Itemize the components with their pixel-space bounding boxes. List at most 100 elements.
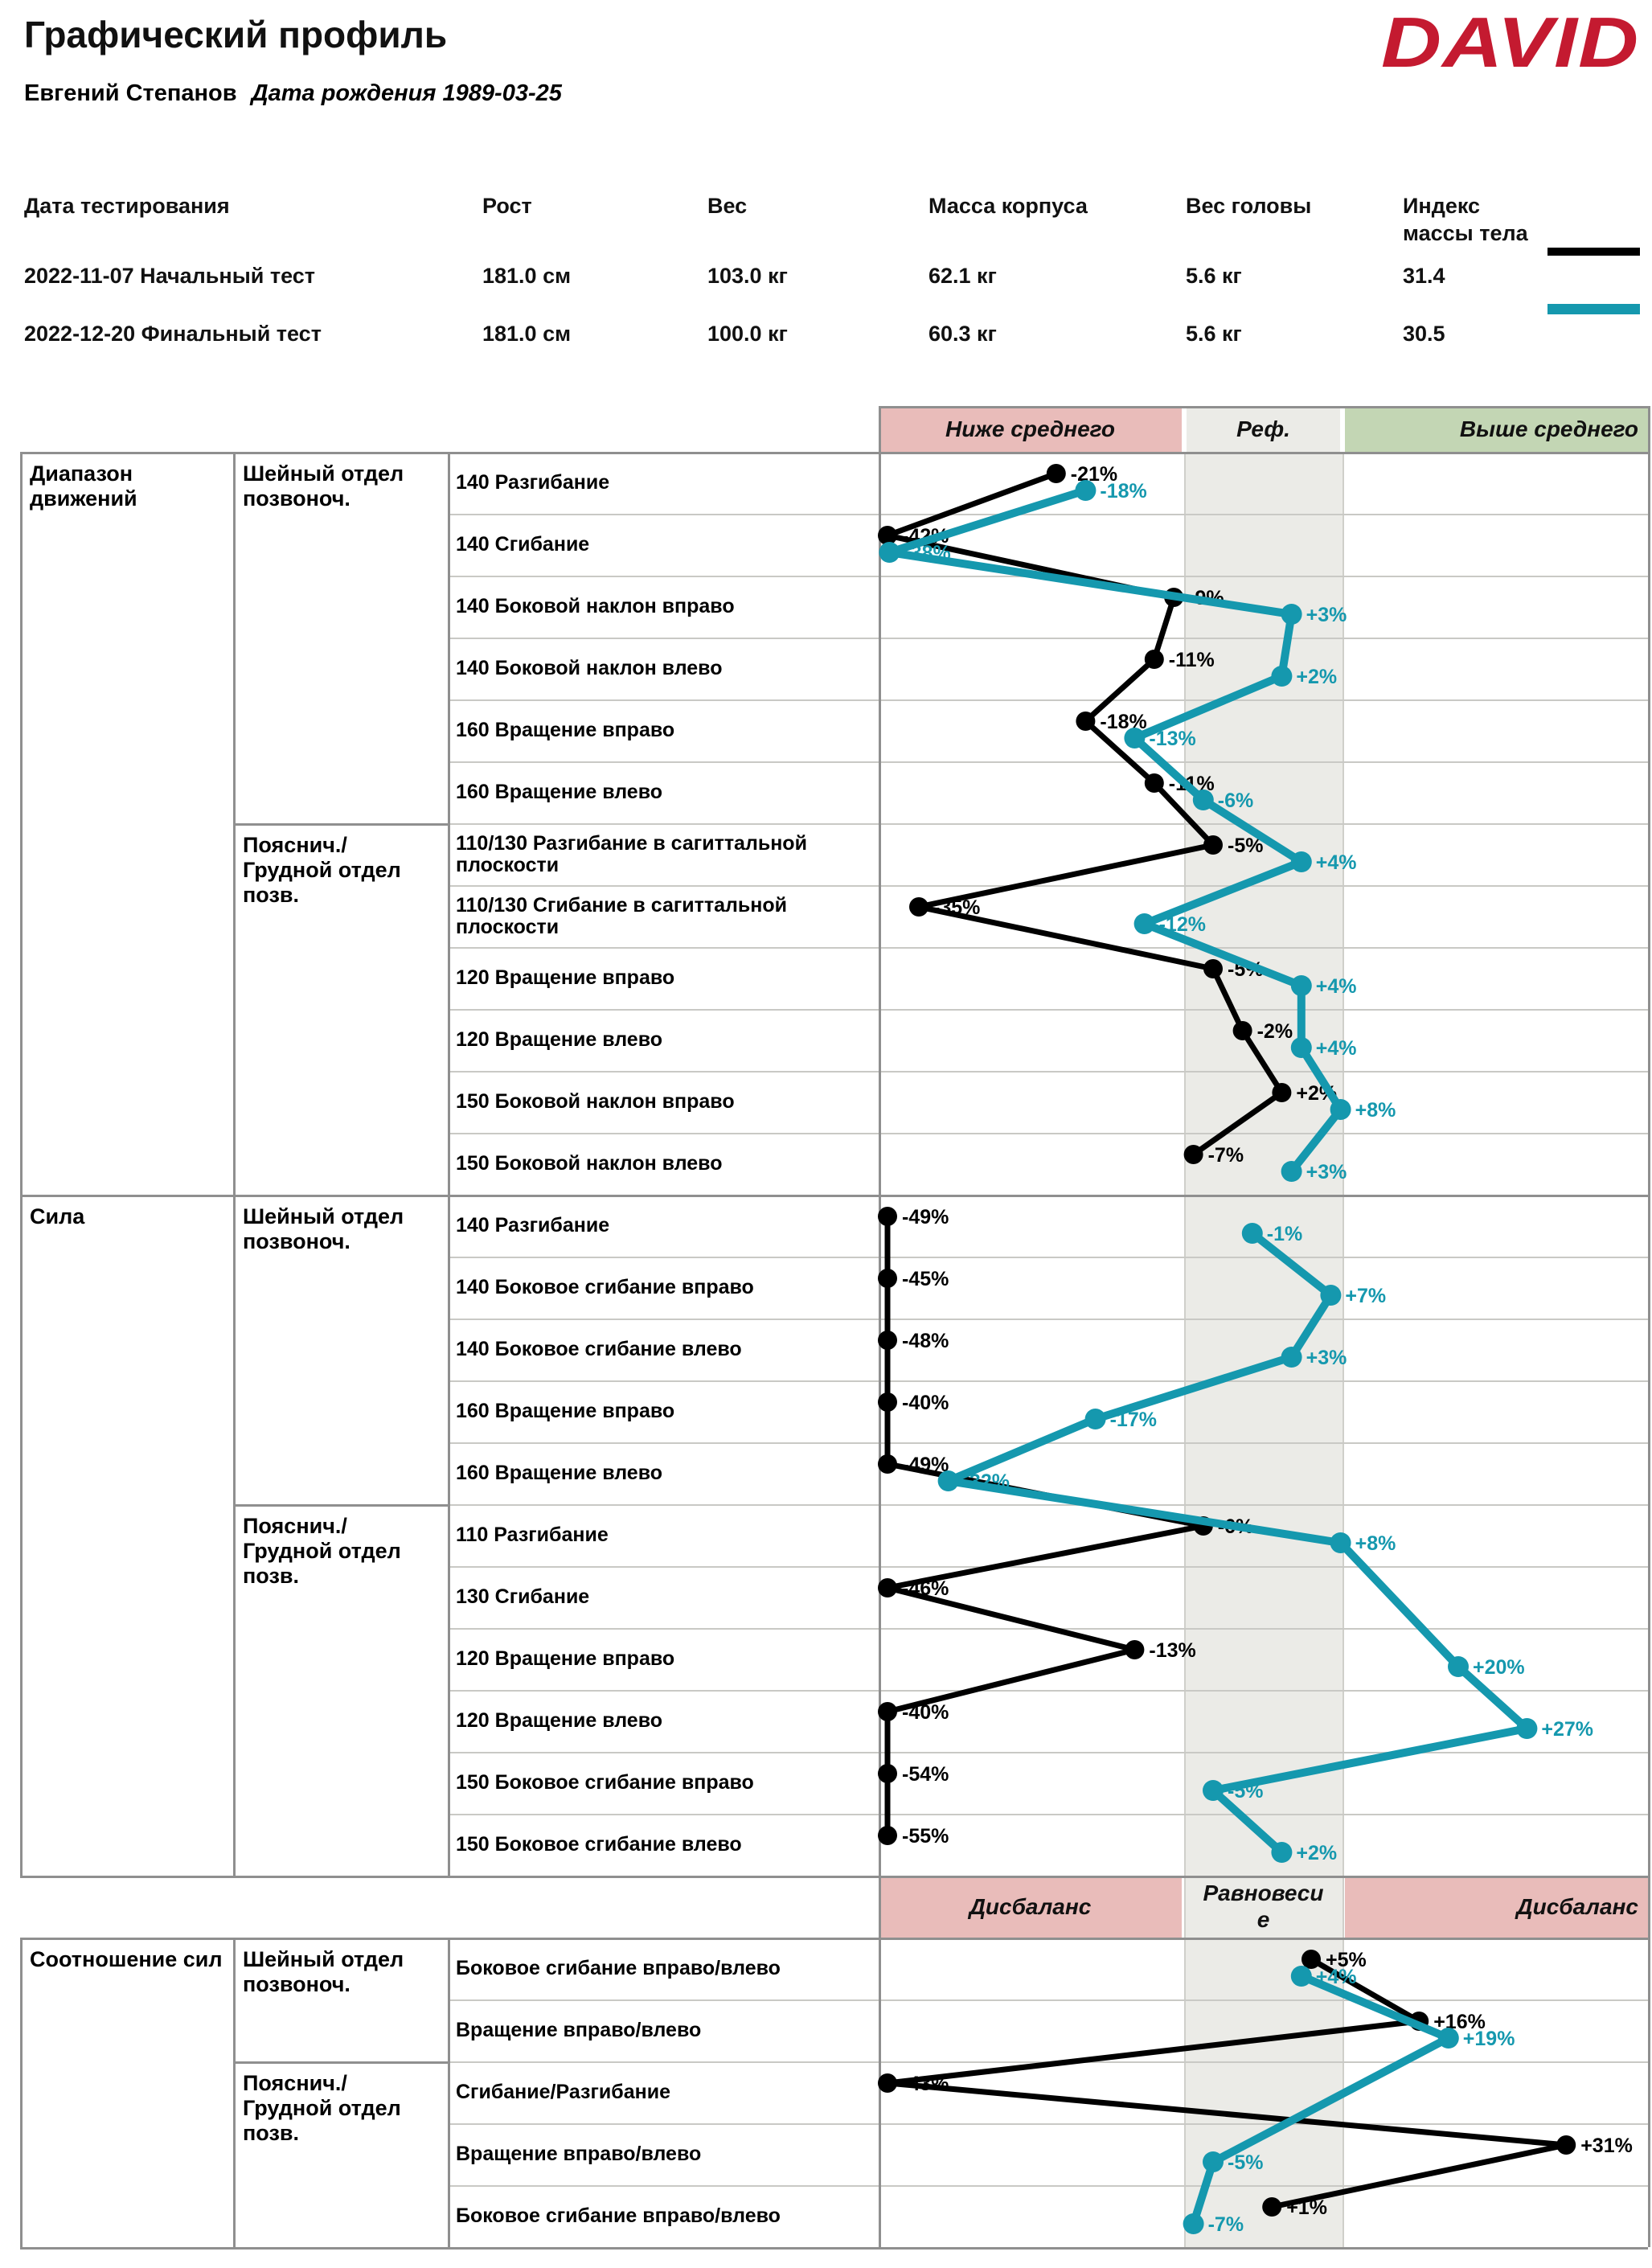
test-row-bmi: 30.5 <box>1403 322 1445 346</box>
final-data-label: -17% <box>1110 1409 1157 1431</box>
final-data-label: +8% <box>1355 1532 1396 1555</box>
row-label: 140 Разгибание <box>456 471 610 494</box>
row-label: 110/130 Разгибание в сагиттальной плоско… <box>456 831 807 876</box>
final-data-point <box>1133 913 1155 934</box>
group-label: Шейный отдел позвоноч. <box>243 1947 404 1997</box>
initial-data-point <box>1409 2012 1429 2031</box>
balance-header-center: Равновесие <box>1187 1876 1340 1938</box>
grid-section-line <box>20 1938 1648 1940</box>
balance-center-label: Равновесие <box>1203 1880 1324 1932</box>
legend-line-final-test <box>1547 304 1640 314</box>
balance-right-label: Дисбаланс <box>1516 1893 1638 1919</box>
grid-section-line <box>20 1876 1648 1878</box>
test-row-trunk: 62.1 кг <box>928 264 997 288</box>
balance-header-left: Дисбаланс <box>879 1876 1182 1938</box>
final-data-point <box>1075 480 1097 501</box>
test-row-bmi: 31.4 <box>1403 264 1445 288</box>
grid-column-line <box>448 1938 450 2247</box>
col-bmi: Индекс массы тела <box>1403 194 1528 245</box>
grid-column-line <box>448 1195 450 1876</box>
david-logo: DAVID <box>1380 2 1639 82</box>
grid-section-line <box>20 1195 1648 1197</box>
balance-left-label: Дисбаланс <box>969 1893 1092 1919</box>
zone-header-ref-label: Реф. <box>1236 416 1290 441</box>
final-data-point <box>937 1470 959 1491</box>
row-label: 150 Боковой наклон влево <box>456 1152 723 1175</box>
row-label: 140 Разгибание <box>456 1214 610 1237</box>
row-label: 140 Сгибание <box>456 533 590 556</box>
final-data-point <box>1124 728 1146 748</box>
grid-column-line <box>233 1938 236 2247</box>
initial-data-point <box>1076 712 1096 731</box>
initial-data-label: -40% <box>902 1701 949 1724</box>
test-row-head: 5.6 кг <box>1186 264 1242 288</box>
final-data-point <box>1084 1409 1106 1429</box>
row-label: Вращение вправо/влево <box>456 2143 702 2165</box>
birth-date: Дата рождения 1989-03-25 <box>251 80 562 106</box>
group-label: Пояснич./Грудной отдел позв. <box>243 2071 401 2146</box>
row-label: 110 Разгибание <box>456 1524 609 1546</box>
test-row-weight: 103.0 кг <box>707 264 788 288</box>
final-data-label: +8% <box>1355 1099 1396 1122</box>
row-label: Вращение вправо/влево <box>456 2019 702 2041</box>
final-data-label: -18% <box>1100 480 1146 502</box>
grid-column-line <box>448 452 450 1195</box>
initial-data-label: -45% <box>902 1268 949 1290</box>
row-label: 150 Боковой наклон вправо <box>456 1090 735 1113</box>
initial-series-line <box>884 1213 1207 1839</box>
col-height: Рост <box>482 194 532 218</box>
group-label: Шейный отдел позвоноч. <box>243 1204 404 1254</box>
final-data-label: -38% <box>904 542 950 564</box>
initial-data-label: -49% <box>902 1454 949 1476</box>
initial-data-point <box>1046 464 1066 483</box>
initial-data-label: -35% <box>933 896 980 919</box>
final-data-label: +7% <box>1345 1285 1386 1307</box>
initial-data-label: +31% <box>1580 2135 1633 2157</box>
grid-section-line <box>233 823 448 826</box>
initial-data-label: -43% <box>902 2073 949 2095</box>
initial-data-point <box>1164 588 1184 607</box>
row-label: Боковое сгибание вправо/влево <box>456 1957 781 1979</box>
initial-data-point <box>909 897 928 917</box>
initial-data-label: -18% <box>1100 711 1146 733</box>
initial-data-point <box>1556 2135 1576 2155</box>
test-row-height: 181.0 см <box>482 264 572 288</box>
row-label: 110/130 Сгибание в сагиттальной плоскост… <box>456 893 788 938</box>
initial-data-point <box>1144 773 1164 793</box>
zone-header-above: Выше среднего <box>1345 406 1648 452</box>
grid-section-line <box>233 1504 448 1507</box>
patient-name: Евгений Степанов <box>24 80 237 106</box>
row-label: 160 Вращение вправо <box>456 1400 675 1422</box>
test-row-weight: 100.0 кг <box>707 322 788 346</box>
row-label: 150 Боковое сгибание влево <box>456 1833 742 1856</box>
grid-section-line <box>20 2247 1648 2250</box>
initial-data-label: -42% <box>902 525 949 548</box>
grid-column-line <box>20 1195 23 1876</box>
test-row-date: 2022-11-07 Начальный тест <box>24 264 315 288</box>
test-row-date: 2022-12-20 Финальный тест <box>24 322 322 346</box>
col-trunk-mass: Масса корпуса <box>928 194 1088 218</box>
test-row-trunk: 60.3 кг <box>928 322 997 346</box>
grid-column-line <box>20 452 23 1195</box>
grid-column-line <box>233 1195 236 1876</box>
grid-band-edge <box>1184 452 1186 2247</box>
initial-data-label: +16% <box>1433 2011 1486 2033</box>
initial-data-point <box>1144 650 1164 669</box>
grid-section-line <box>20 452 1648 454</box>
test-row-height: 181.0 см <box>482 322 572 346</box>
final-data-label: -32% <box>963 1470 1010 1493</box>
zone-header-ref: Реф. <box>1187 406 1340 452</box>
row-label: 120 Вращение влево <box>456 1028 663 1051</box>
grid-band-edge <box>1343 452 1344 2247</box>
grid-section-line <box>879 406 1648 408</box>
zone-header-above-label: Выше среднего <box>1459 416 1638 441</box>
row-label: 140 Боковой наклон влево <box>456 657 723 679</box>
initial-data-label: -55% <box>902 1825 949 1848</box>
section-title: Соотношение сил <box>30 1947 223 1971</box>
row-label: 160 Вращение вправо <box>456 719 675 741</box>
final-data-point <box>879 542 900 563</box>
row-label: 140 Боковой наклон вправо <box>456 595 735 617</box>
row-label: 120 Вращение вправо <box>456 1647 675 1670</box>
group-label: Пояснич./Грудной отдел позв. <box>243 1514 401 1589</box>
